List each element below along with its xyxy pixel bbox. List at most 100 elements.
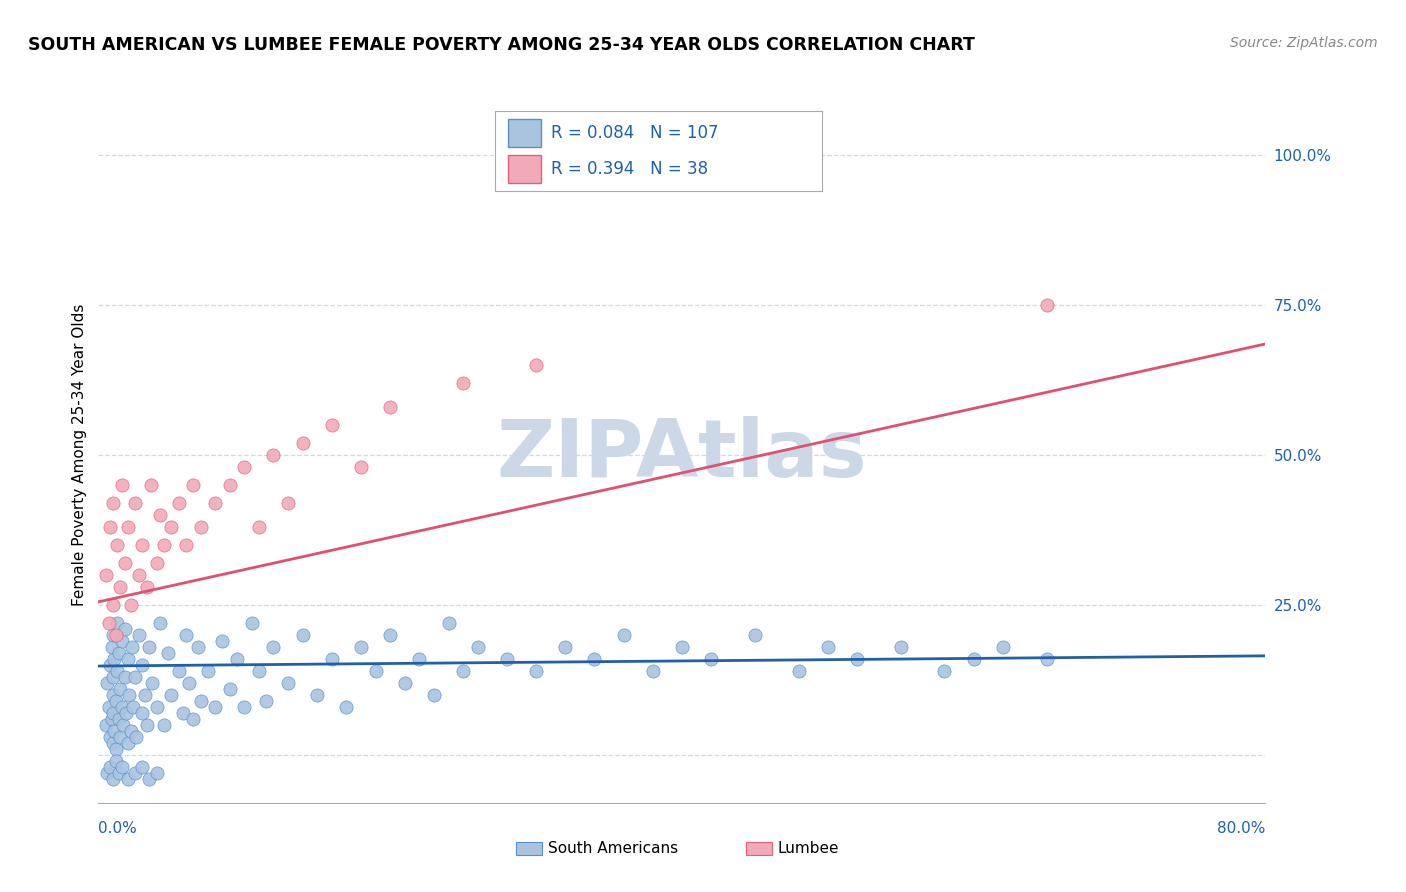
Point xyxy=(846,652,869,666)
Point xyxy=(277,496,299,510)
Point xyxy=(167,496,190,510)
Point xyxy=(135,580,157,594)
Point xyxy=(97,615,120,630)
Point xyxy=(118,688,141,702)
Point xyxy=(146,556,169,570)
Point xyxy=(117,736,139,750)
Point xyxy=(112,718,135,732)
Point xyxy=(233,699,256,714)
Point xyxy=(121,640,143,654)
Point xyxy=(181,712,204,726)
Point xyxy=(98,730,121,744)
Point xyxy=(671,640,693,654)
Point xyxy=(380,628,402,642)
Point xyxy=(135,718,157,732)
Point xyxy=(262,640,284,654)
Point xyxy=(262,448,284,462)
Point xyxy=(423,688,446,702)
Point xyxy=(181,478,204,492)
Point xyxy=(146,765,169,780)
Point xyxy=(141,676,163,690)
Point xyxy=(187,640,209,654)
Point xyxy=(991,640,1014,654)
Point xyxy=(190,694,212,708)
Point xyxy=(247,520,270,534)
Point xyxy=(104,741,127,756)
Point xyxy=(104,754,127,768)
Point xyxy=(364,664,387,678)
Point xyxy=(98,520,121,534)
Point xyxy=(131,760,153,774)
Text: Lumbee: Lumbee xyxy=(778,841,839,856)
Point xyxy=(321,652,343,666)
Point xyxy=(114,556,136,570)
Point xyxy=(114,622,136,636)
Point xyxy=(101,496,124,510)
Point xyxy=(247,664,270,678)
Point xyxy=(104,628,127,642)
Point xyxy=(120,598,142,612)
Point xyxy=(105,538,128,552)
Point xyxy=(108,765,131,780)
Point xyxy=(612,628,634,642)
Y-axis label: Female Poverty Among 25-34 Year Olds: Female Poverty Among 25-34 Year Olds xyxy=(72,304,87,606)
Point xyxy=(451,664,474,678)
Point xyxy=(817,640,839,654)
Point xyxy=(139,478,162,492)
Point xyxy=(254,694,277,708)
Point xyxy=(190,520,212,534)
Point xyxy=(111,478,134,492)
Point xyxy=(97,699,120,714)
Point xyxy=(394,676,416,690)
Point xyxy=(101,598,124,612)
Point xyxy=(128,628,150,642)
Point xyxy=(744,628,766,642)
Point xyxy=(125,730,148,744)
Point xyxy=(103,723,125,738)
Point xyxy=(554,640,576,654)
Point xyxy=(101,772,124,786)
Point xyxy=(138,772,160,786)
Point xyxy=(111,699,134,714)
Point xyxy=(98,760,121,774)
Text: South Americans: South Americans xyxy=(548,841,678,856)
Point xyxy=(96,765,118,780)
Text: 80.0%: 80.0% xyxy=(1218,822,1265,837)
Point xyxy=(172,706,194,720)
Point xyxy=(124,496,146,510)
Point xyxy=(160,688,183,702)
Point xyxy=(131,706,153,720)
Point xyxy=(101,706,124,720)
Text: 0.0%: 0.0% xyxy=(98,822,138,837)
Point xyxy=(117,520,139,534)
Point xyxy=(934,664,956,678)
Point xyxy=(350,459,373,474)
Point xyxy=(291,628,314,642)
Point xyxy=(124,765,146,780)
Point xyxy=(204,699,226,714)
Point xyxy=(1035,298,1057,312)
Point xyxy=(110,580,132,594)
Point xyxy=(111,760,134,774)
Point xyxy=(101,670,124,684)
Text: Source: ZipAtlas.com: Source: ZipAtlas.com xyxy=(1230,36,1378,50)
Point xyxy=(101,628,124,642)
Point xyxy=(157,646,180,660)
Point xyxy=(583,652,606,666)
Point xyxy=(218,478,240,492)
Point xyxy=(524,664,547,678)
Point xyxy=(103,652,125,666)
Point xyxy=(277,676,299,690)
Point xyxy=(496,652,519,666)
Point xyxy=(100,640,122,654)
Point xyxy=(111,633,134,648)
Point xyxy=(138,640,160,654)
Point xyxy=(177,676,200,690)
Point xyxy=(108,712,131,726)
Point xyxy=(335,699,357,714)
Point xyxy=(174,628,197,642)
Point xyxy=(890,640,912,654)
Point xyxy=(350,640,373,654)
Point xyxy=(117,772,139,786)
Point xyxy=(124,670,146,684)
